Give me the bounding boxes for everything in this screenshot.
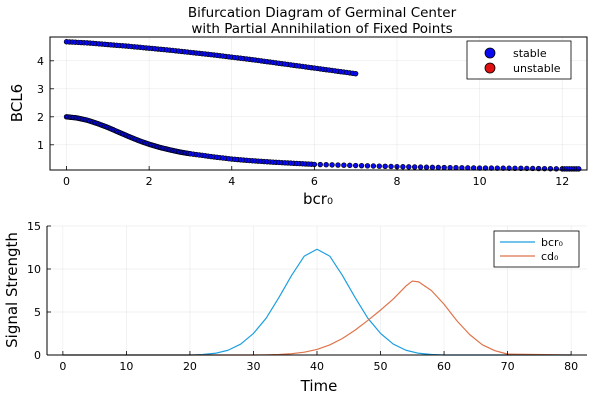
data-point [435,164,441,171]
legend-marker-stable [484,47,496,59]
y-tick-label: 2 [37,111,44,124]
y-tick-label: 0 [34,349,41,362]
x-tick-label: 50 [374,360,388,373]
chart-title: Bifurcation Diagram of Germinal Center [188,5,457,21]
x-tick-label: 6 [311,175,318,188]
x-tick-label: 2 [146,175,153,188]
data-point [323,162,329,168]
x-tick-label: 8 [393,175,400,188]
data-point [459,165,465,171]
data-point [317,161,323,168]
data-point [382,163,388,170]
legend-label-bcr0: bcr₀ [541,236,564,249]
data-point [576,166,582,172]
x-axis-label: Time [300,377,338,395]
legend: stable unstable [466,40,572,80]
y-tick-label: 4 [37,55,44,68]
data-point [352,70,359,77]
plot-frame [49,36,588,171]
data-point [506,165,512,171]
data-point [388,163,394,170]
legend-box [466,40,572,80]
y-tick-label: 15 [27,220,41,233]
x-tick-label: 4 [228,175,235,188]
data-point [335,162,341,168]
x-tick-label: 70 [501,360,515,373]
data-point [447,164,453,171]
data-point [512,165,518,171]
y-axis-label: BCL6 [8,84,26,122]
x-tick-label: 40 [310,360,324,373]
data-point [347,162,353,169]
data-point [429,164,436,171]
x-tick-label: 20 [183,360,197,373]
x-tick-label: 60 [437,360,451,373]
legend: bcr₀ cd₀ [493,230,580,268]
x-tick-label: 12 [555,175,569,188]
data-point [352,162,359,169]
y-tick-label: 1 [37,139,44,152]
x-tick-label: 30 [246,360,260,373]
x-axis-label: bcr₀ [303,190,333,208]
legend-label-cd0: cd₀ [541,250,559,263]
chart-signal: 0 10 20 30 40 50 60 70 80 0 5 10 15 Time Signal Stre… [3,220,587,395]
x-tick-label: 0 [59,360,66,373]
data-point [400,164,406,170]
data-point [376,163,382,169]
legend-box [493,230,580,268]
data-point [329,162,335,168]
x-tick-label: 10 [473,175,487,188]
series-lines [62,248,572,356]
legend-marker-unstable [484,62,496,74]
data-point [488,165,495,171]
data-point [500,165,506,171]
y-tick-label: 3 [37,83,44,96]
data-point [341,162,347,168]
data-points [63,39,582,172]
x-tick-label: 10 [119,360,133,373]
x-tick-label: 80 [564,360,578,373]
y-tick-label: 5 [34,306,41,319]
ticks: 0 10 20 30 40 50 60 70 80 0 5 10 15 [27,220,578,373]
data-point [364,163,371,169]
legend-label-unstable: unstable [513,62,561,75]
x-tick-label: 0 [63,175,70,188]
data-point [358,162,365,169]
data-point [494,165,501,171]
data-point [406,164,412,170]
y-axis-label: Signal Strength [3,232,21,348]
data-point [441,164,447,171]
chart-subtitle: with Partial Annihilation of Fixed Point… [191,21,452,37]
data-point [423,164,430,170]
data-point [370,163,377,169]
y-tick-label: 10 [27,263,41,276]
data-point [453,165,459,171]
data-point [417,164,424,170]
data-point [411,164,418,170]
chart-bifurcation: Bifurcation Diagram of Germinal Center w… [8,5,588,208]
series-line-cd0 [62,280,572,356]
legend-label-stable: stable [513,47,547,60]
series-line-bcr0 [62,248,572,356]
